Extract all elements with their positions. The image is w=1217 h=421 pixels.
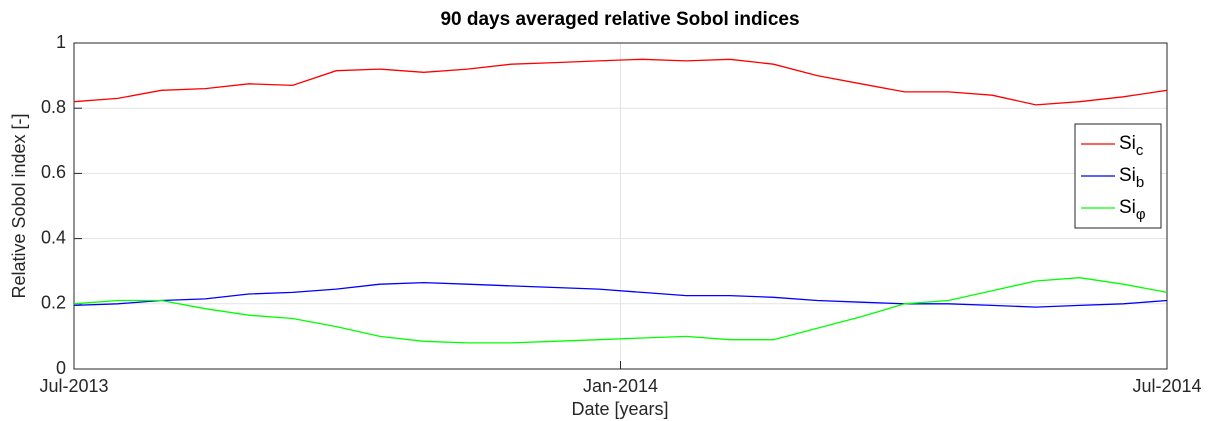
chart-title: 90 days averaged relative Sobol indices (440, 9, 799, 30)
x-tick-label: Jan-2014 (583, 376, 658, 396)
y-tick-label: 0.2 (41, 293, 66, 313)
data-line (73, 281, 1168, 308)
data-line (73, 277, 1168, 344)
plot-frame (73, 42, 1168, 370)
data-line (73, 58, 1168, 106)
x-tick-label: Jul-2014 (1132, 376, 1201, 396)
x-axis-label: Date [years] (571, 399, 668, 419)
y-tick-label: 0 (56, 358, 66, 378)
y-tick-label: 0.4 (41, 227, 66, 247)
y-axis-label: Relative Sobol index [-] (9, 113, 29, 298)
y-tick-label: 1 (56, 32, 66, 52)
y-tick-label: 0.6 (41, 162, 66, 182)
y-tick-label: 0.8 (41, 97, 66, 117)
x-tick-label: Jul-2013 (39, 376, 108, 396)
